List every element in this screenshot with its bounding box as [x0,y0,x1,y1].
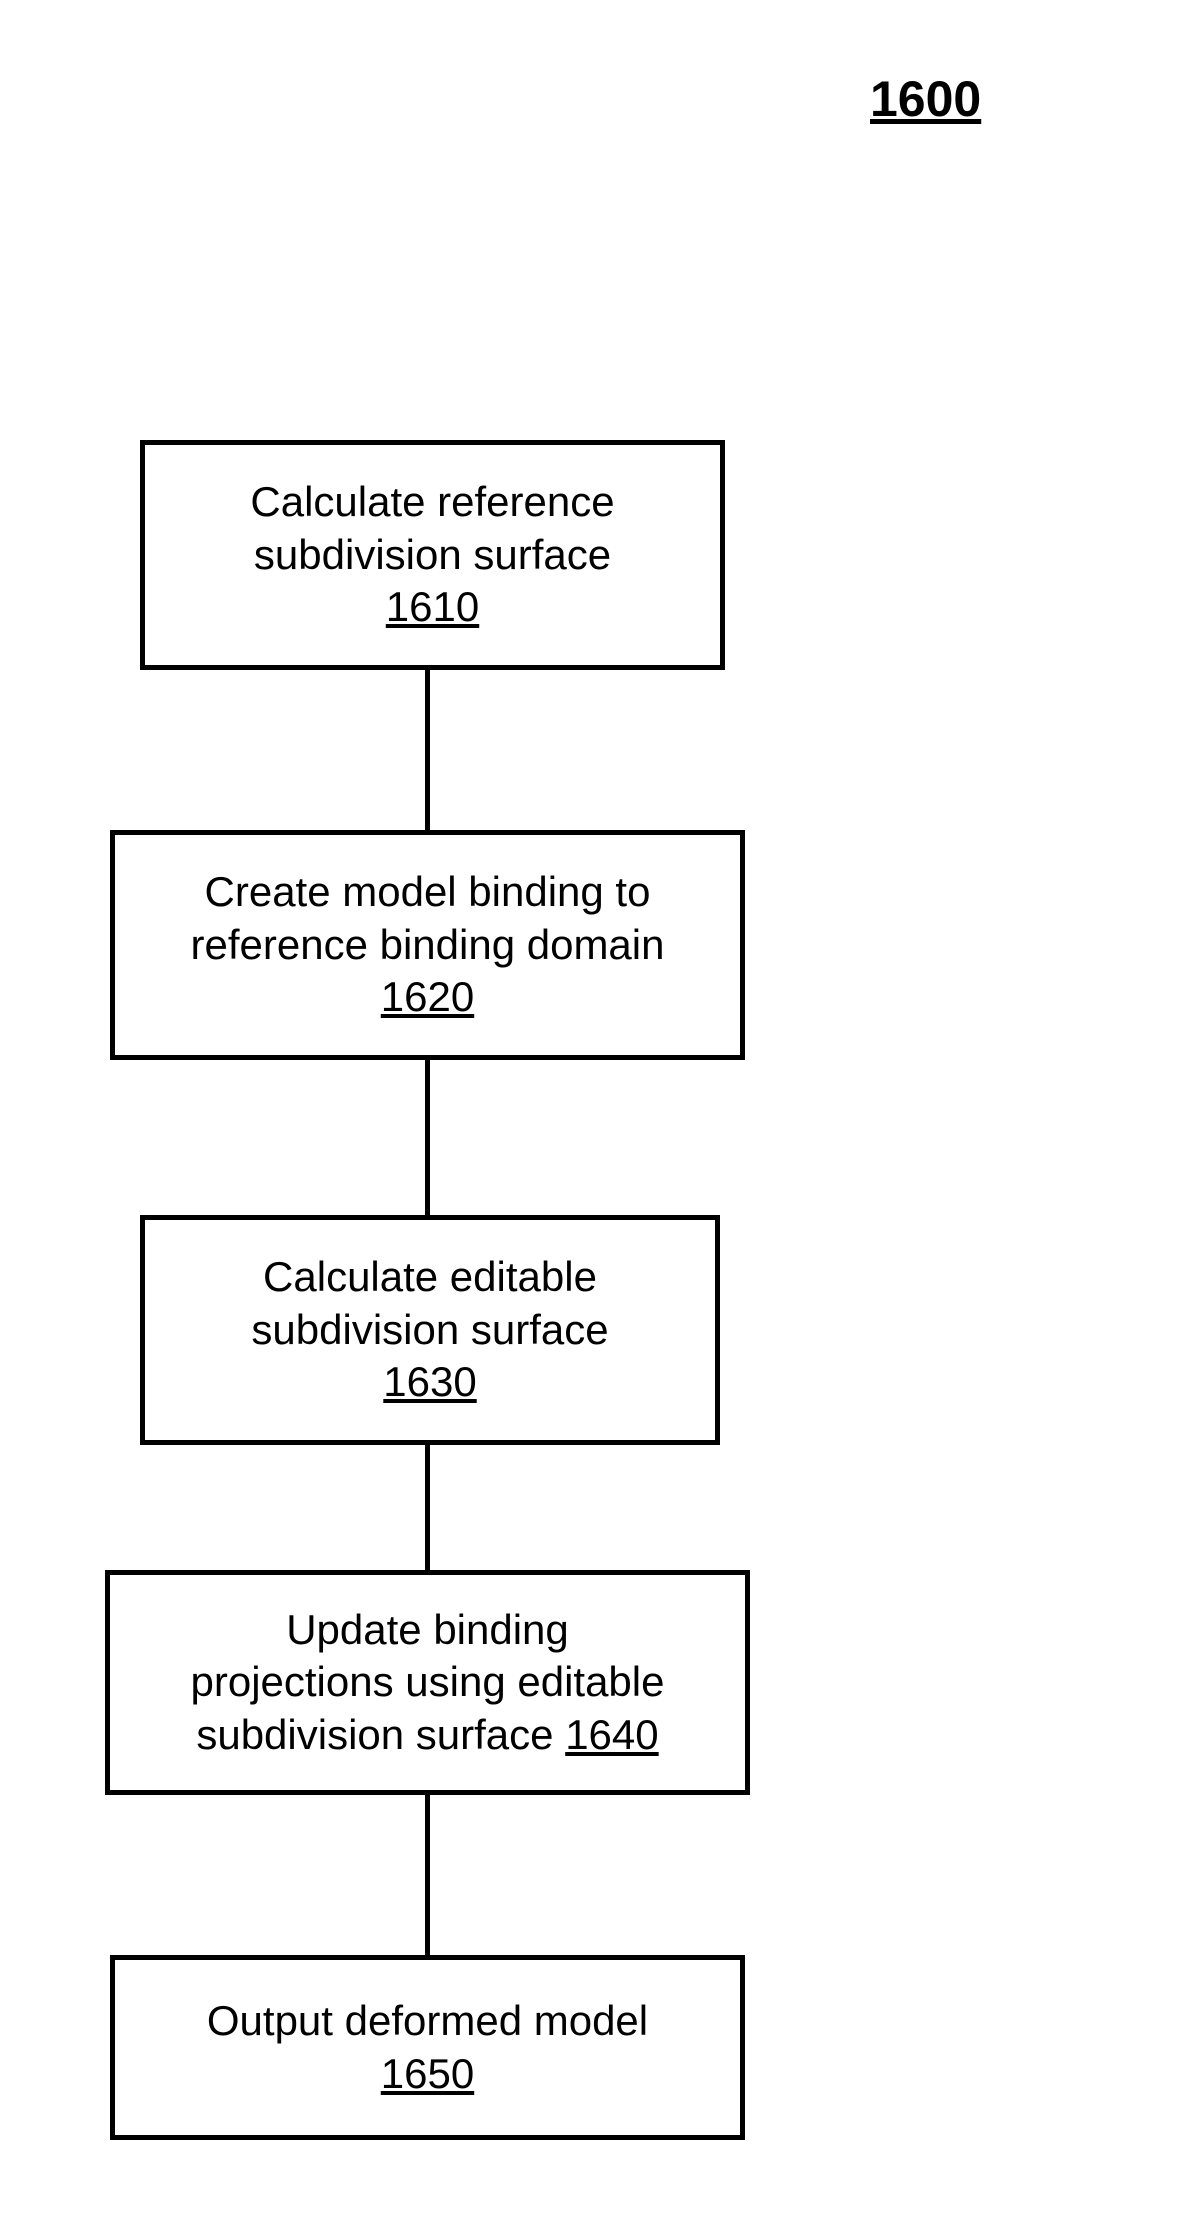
node-ref: 1640 [565,1711,658,1758]
flow-node-create-binding: Create model binding to reference bindin… [110,830,745,1060]
node-label-line1: Output deformed model [207,1995,648,2048]
figure-number: 1600 [870,70,981,128]
flow-node-calculate-editable: Calculate editable subdivision surface 1… [140,1215,720,1445]
flow-node-calculate-reference: Calculate reference subdivision surface … [140,440,725,670]
flow-edge [425,1795,430,1955]
flow-edge [425,1060,430,1215]
node-label-line1: Update binding [286,1604,569,1657]
node-ref: 1620 [381,971,474,1024]
node-label-line2: subdivision surface [254,529,611,582]
node-ref: 1630 [383,1356,476,1409]
node-label-line2: projections using editable [191,1656,665,1709]
node-label-line3: subdivision surface [196,1711,553,1758]
node-label-line2: reference binding domain [191,919,665,972]
flow-edge [425,1445,430,1570]
node-ref: 1650 [381,2048,474,2101]
node-label-line1: Calculate editable [263,1251,597,1304]
node-label-line1: Create model binding to [205,866,651,919]
node-label-line1: Calculate reference [250,476,614,529]
flow-node-output-model: Output deformed model 1650 [110,1955,745,2140]
node-label-line3-wrap: subdivision surface 1640 [196,1709,658,1762]
flow-node-update-projections: Update binding projections using editabl… [105,1570,750,1795]
node-label-line2: subdivision surface [251,1304,608,1357]
node-ref: 1610 [386,581,479,634]
flow-edge [425,670,430,830]
